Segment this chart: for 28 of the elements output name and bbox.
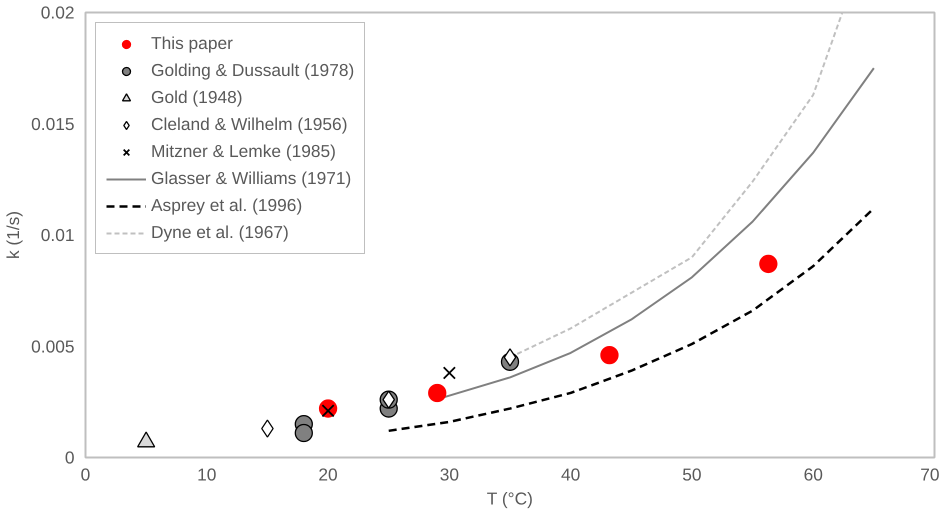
legend-label: Golding & Dussault (1978) — [151, 60, 354, 81]
point — [294, 424, 313, 442]
x-tick-label: 20 — [318, 464, 338, 484]
legend-label: This paper — [151, 33, 233, 54]
x-tick-label: 10 — [197, 464, 216, 484]
x-axis-title: T (°C) — [486, 488, 533, 508]
legend-label: Asprey et al. (1996) — [151, 195, 302, 216]
y-tick-label: 0.005 — [31, 336, 75, 356]
y-tick-label: 0.01 — [40, 225, 75, 245]
y-tick-label: 0.015 — [31, 114, 75, 134]
x-tick-label: 50 — [682, 464, 702, 484]
x-tick-label: 30 — [440, 464, 459, 484]
legend-label: Dyne et al. (1967) — [151, 222, 289, 243]
y-tick-label: 0.02 — [40, 2, 75, 22]
x-tick-label: 60 — [804, 464, 823, 484]
y-tick-label: 0 — [64, 448, 75, 468]
legend-label: Mitzner & Lemke (1985) — [151, 141, 336, 162]
point — [442, 366, 456, 380]
point — [428, 384, 446, 402]
x-tick-label: 70 — [920, 464, 939, 484]
x-tick-label: 40 — [561, 464, 580, 484]
y-axis-title: k (1/s) — [3, 210, 24, 260]
legend-label: Cleland & Wilhelm (1956) — [151, 114, 348, 135]
legend-label: Glasser & Williams (1971) — [151, 168, 352, 189]
point — [600, 346, 619, 364]
legend-label: Gold (1948) — [151, 87, 243, 108]
x-tick-label: 0 — [80, 464, 90, 484]
point — [759, 254, 778, 274]
